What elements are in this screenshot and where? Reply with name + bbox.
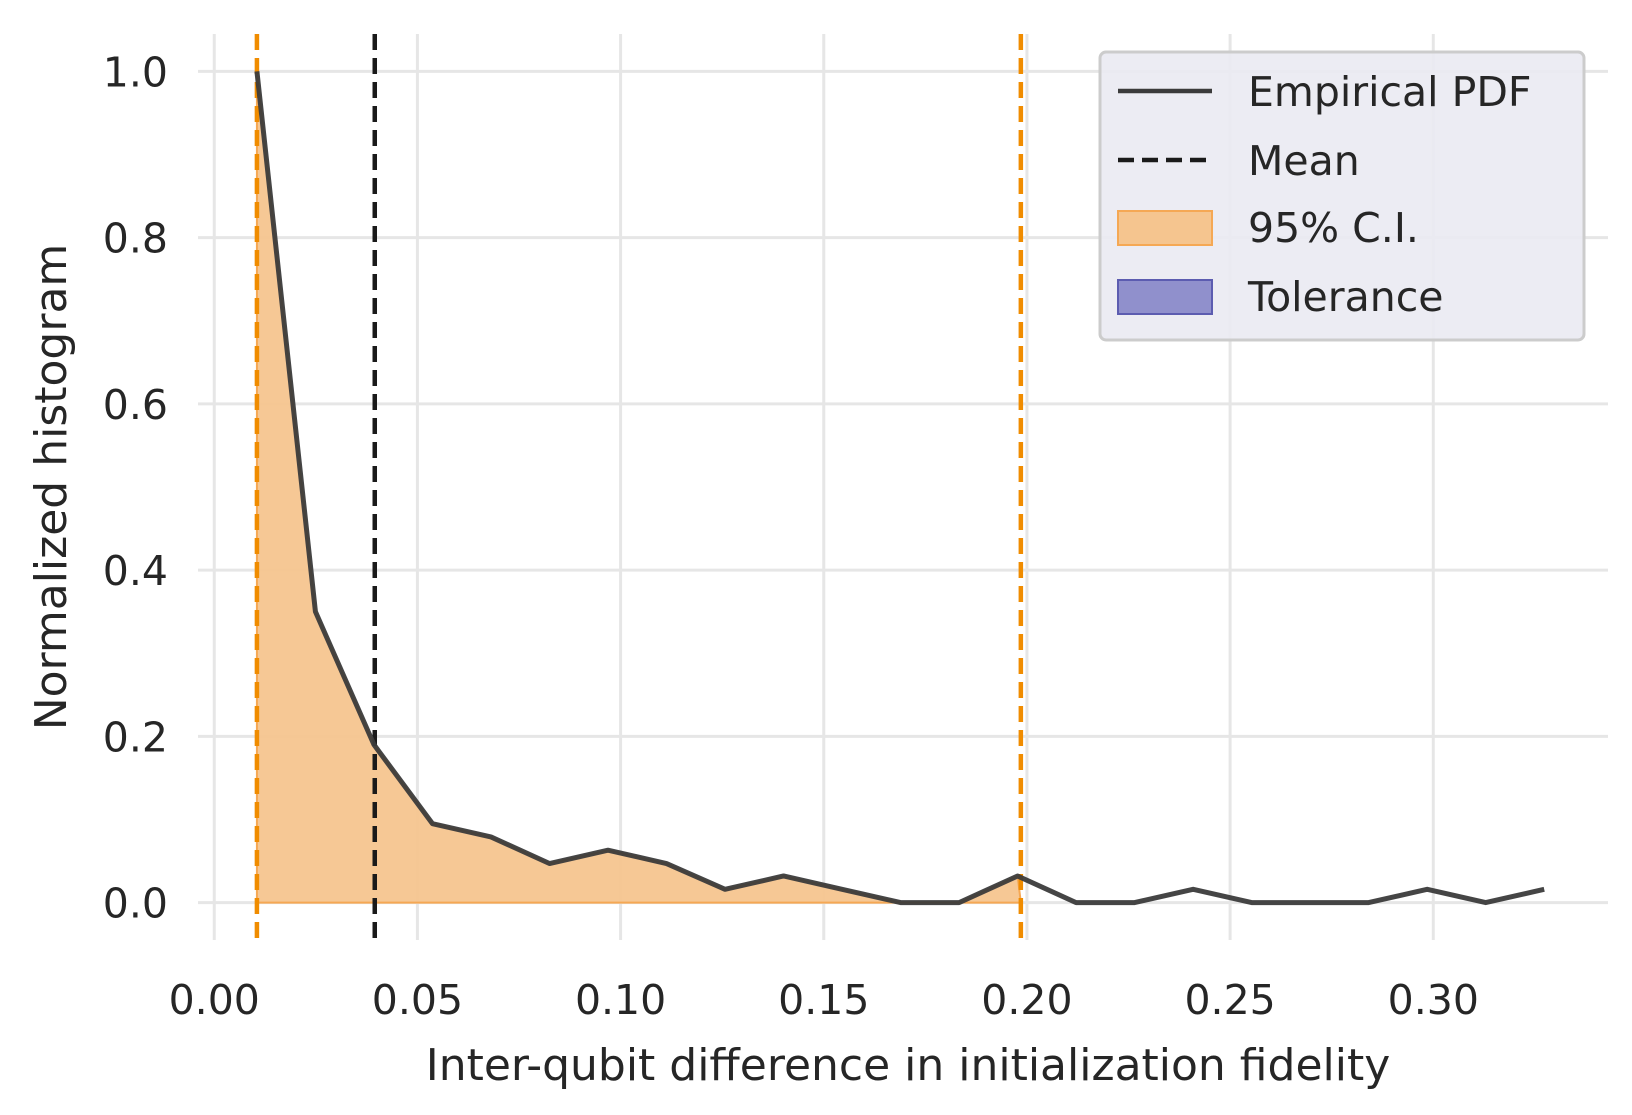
y-tick-label: 0.0 (103, 880, 168, 928)
legend-swatch-tolerance (1117, 279, 1213, 315)
x-tick-label: 0.05 (372, 976, 463, 1024)
legend: Empirical PDF Mean 95% C.I. Tolerance (1098, 50, 1586, 342)
y-tick-label: 0.2 (103, 713, 168, 761)
legend-label-mean: Mean (1248, 137, 1360, 185)
y-tick-label: 1.0 (103, 48, 168, 96)
legend-frame (1098, 50, 1586, 342)
ci-bound-lines (254, 34, 1024, 940)
legend-label-tolerance: Tolerance (1247, 273, 1444, 321)
legend-label-empirical-pdf: Empirical PDF (1248, 68, 1531, 116)
empirical-pdf-polyline (254, 71, 1545, 906)
x-tick-label: 0.25 (1184, 976, 1275, 1024)
legend-label-ci: 95% C.I. (1248, 204, 1419, 252)
y-axis-label: Normalized histogram (26, 244, 77, 731)
x-tick-label: 0.00 (169, 976, 260, 1024)
legend-swatch-ci (1117, 210, 1213, 246)
x-tick-label: 0.15 (778, 976, 869, 1024)
x-tick-label: 0.30 (1388, 976, 1479, 1024)
x-tick-label: 0.20 (981, 976, 1072, 1024)
empirical-pdf-line (254, 71, 1545, 906)
x-tick-labels: 0.00 0.05 0.10 0.15 0.20 0.25 0.30 (169, 976, 1479, 1024)
y-tick-labels: 0.0 0.2 0.4 0.6 0.8 1.0 (103, 48, 168, 927)
y-tick-label: 0.6 (103, 381, 168, 429)
x-tick-label: 0.10 (575, 976, 666, 1024)
y-tick-label: 0.4 (103, 547, 168, 595)
x-axis-label: Inter-qubit difference in initialization… (426, 1040, 1391, 1091)
y-tick-label: 0.8 (103, 215, 168, 263)
